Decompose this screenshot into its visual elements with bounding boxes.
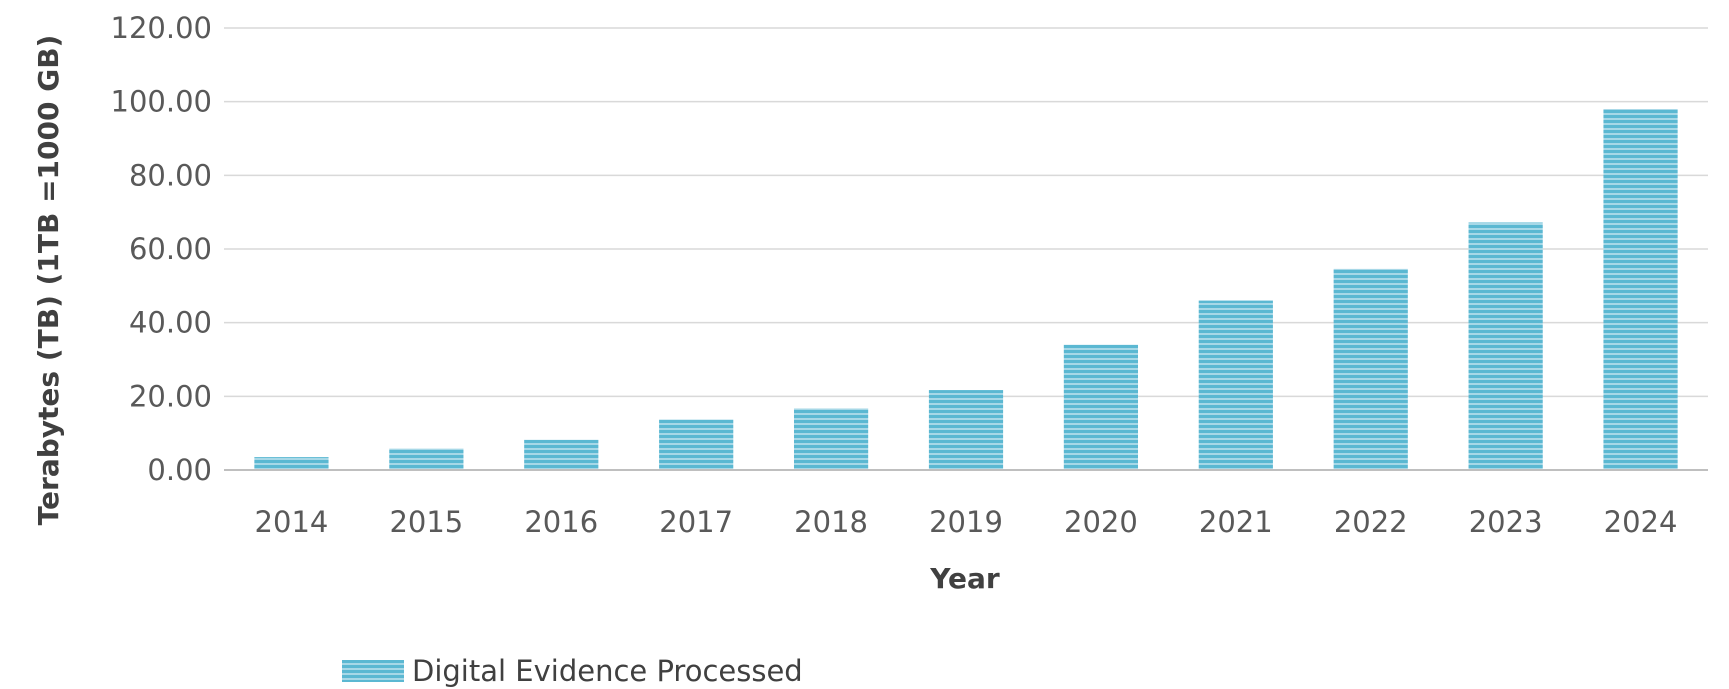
bar-2017	[659, 419, 734, 470]
axes: 0.00 20.00 40.00 60.00 80.00 100.00 120.00 2014…	[111, 11, 1708, 539]
bar-2018	[793, 408, 869, 470]
gridlines	[224, 27, 1708, 398]
y-tick-label: 120.00	[111, 11, 212, 45]
y-tick-label: 60.00	[129, 232, 212, 266]
x-tick-label: 2020	[1064, 505, 1138, 539]
legend-label: Digital Evidence Processed	[412, 654, 803, 688]
bar-2019	[928, 390, 1004, 470]
x-tick-label: 2018	[794, 505, 868, 539]
bar-2022	[1333, 268, 1408, 470]
y-tick-label: 80.00	[129, 158, 212, 192]
legend-swatch	[342, 660, 404, 682]
bar-2021	[1198, 300, 1273, 470]
x-tick-label: 2016	[524, 505, 598, 539]
legend: Digital Evidence Processed	[342, 654, 803, 688]
x-tick-label: 2023	[1469, 505, 1543, 539]
bar-2024	[1603, 109, 1678, 471]
bars	[254, 109, 1678, 471]
y-tick-label: 40.00	[129, 306, 212, 340]
x-tick-label: 2019	[929, 505, 1003, 539]
bar-2016	[524, 439, 599, 470]
x-tick-label: 2015	[389, 505, 463, 539]
y-tick-label: 20.00	[129, 379, 212, 413]
x-tick-label: 2017	[659, 505, 733, 539]
y-axis-title: Terabytes (TB) (1TB =1000 GB)	[32, 35, 65, 526]
bar-2023	[1468, 222, 1543, 470]
bar-2014	[254, 457, 329, 470]
x-axis-title: Year	[929, 562, 1000, 595]
y-tick-label: 0.00	[147, 453, 212, 487]
bar-2015	[389, 448, 464, 470]
x-tick-label: 2024	[1604, 505, 1678, 539]
y-tick-label: 100.00	[111, 85, 212, 119]
x-tick-label: 2021	[1199, 505, 1273, 539]
x-tick-label: 2014	[255, 505, 329, 539]
x-tick-label: 2022	[1334, 505, 1408, 539]
bar-2020	[1063, 344, 1139, 470]
